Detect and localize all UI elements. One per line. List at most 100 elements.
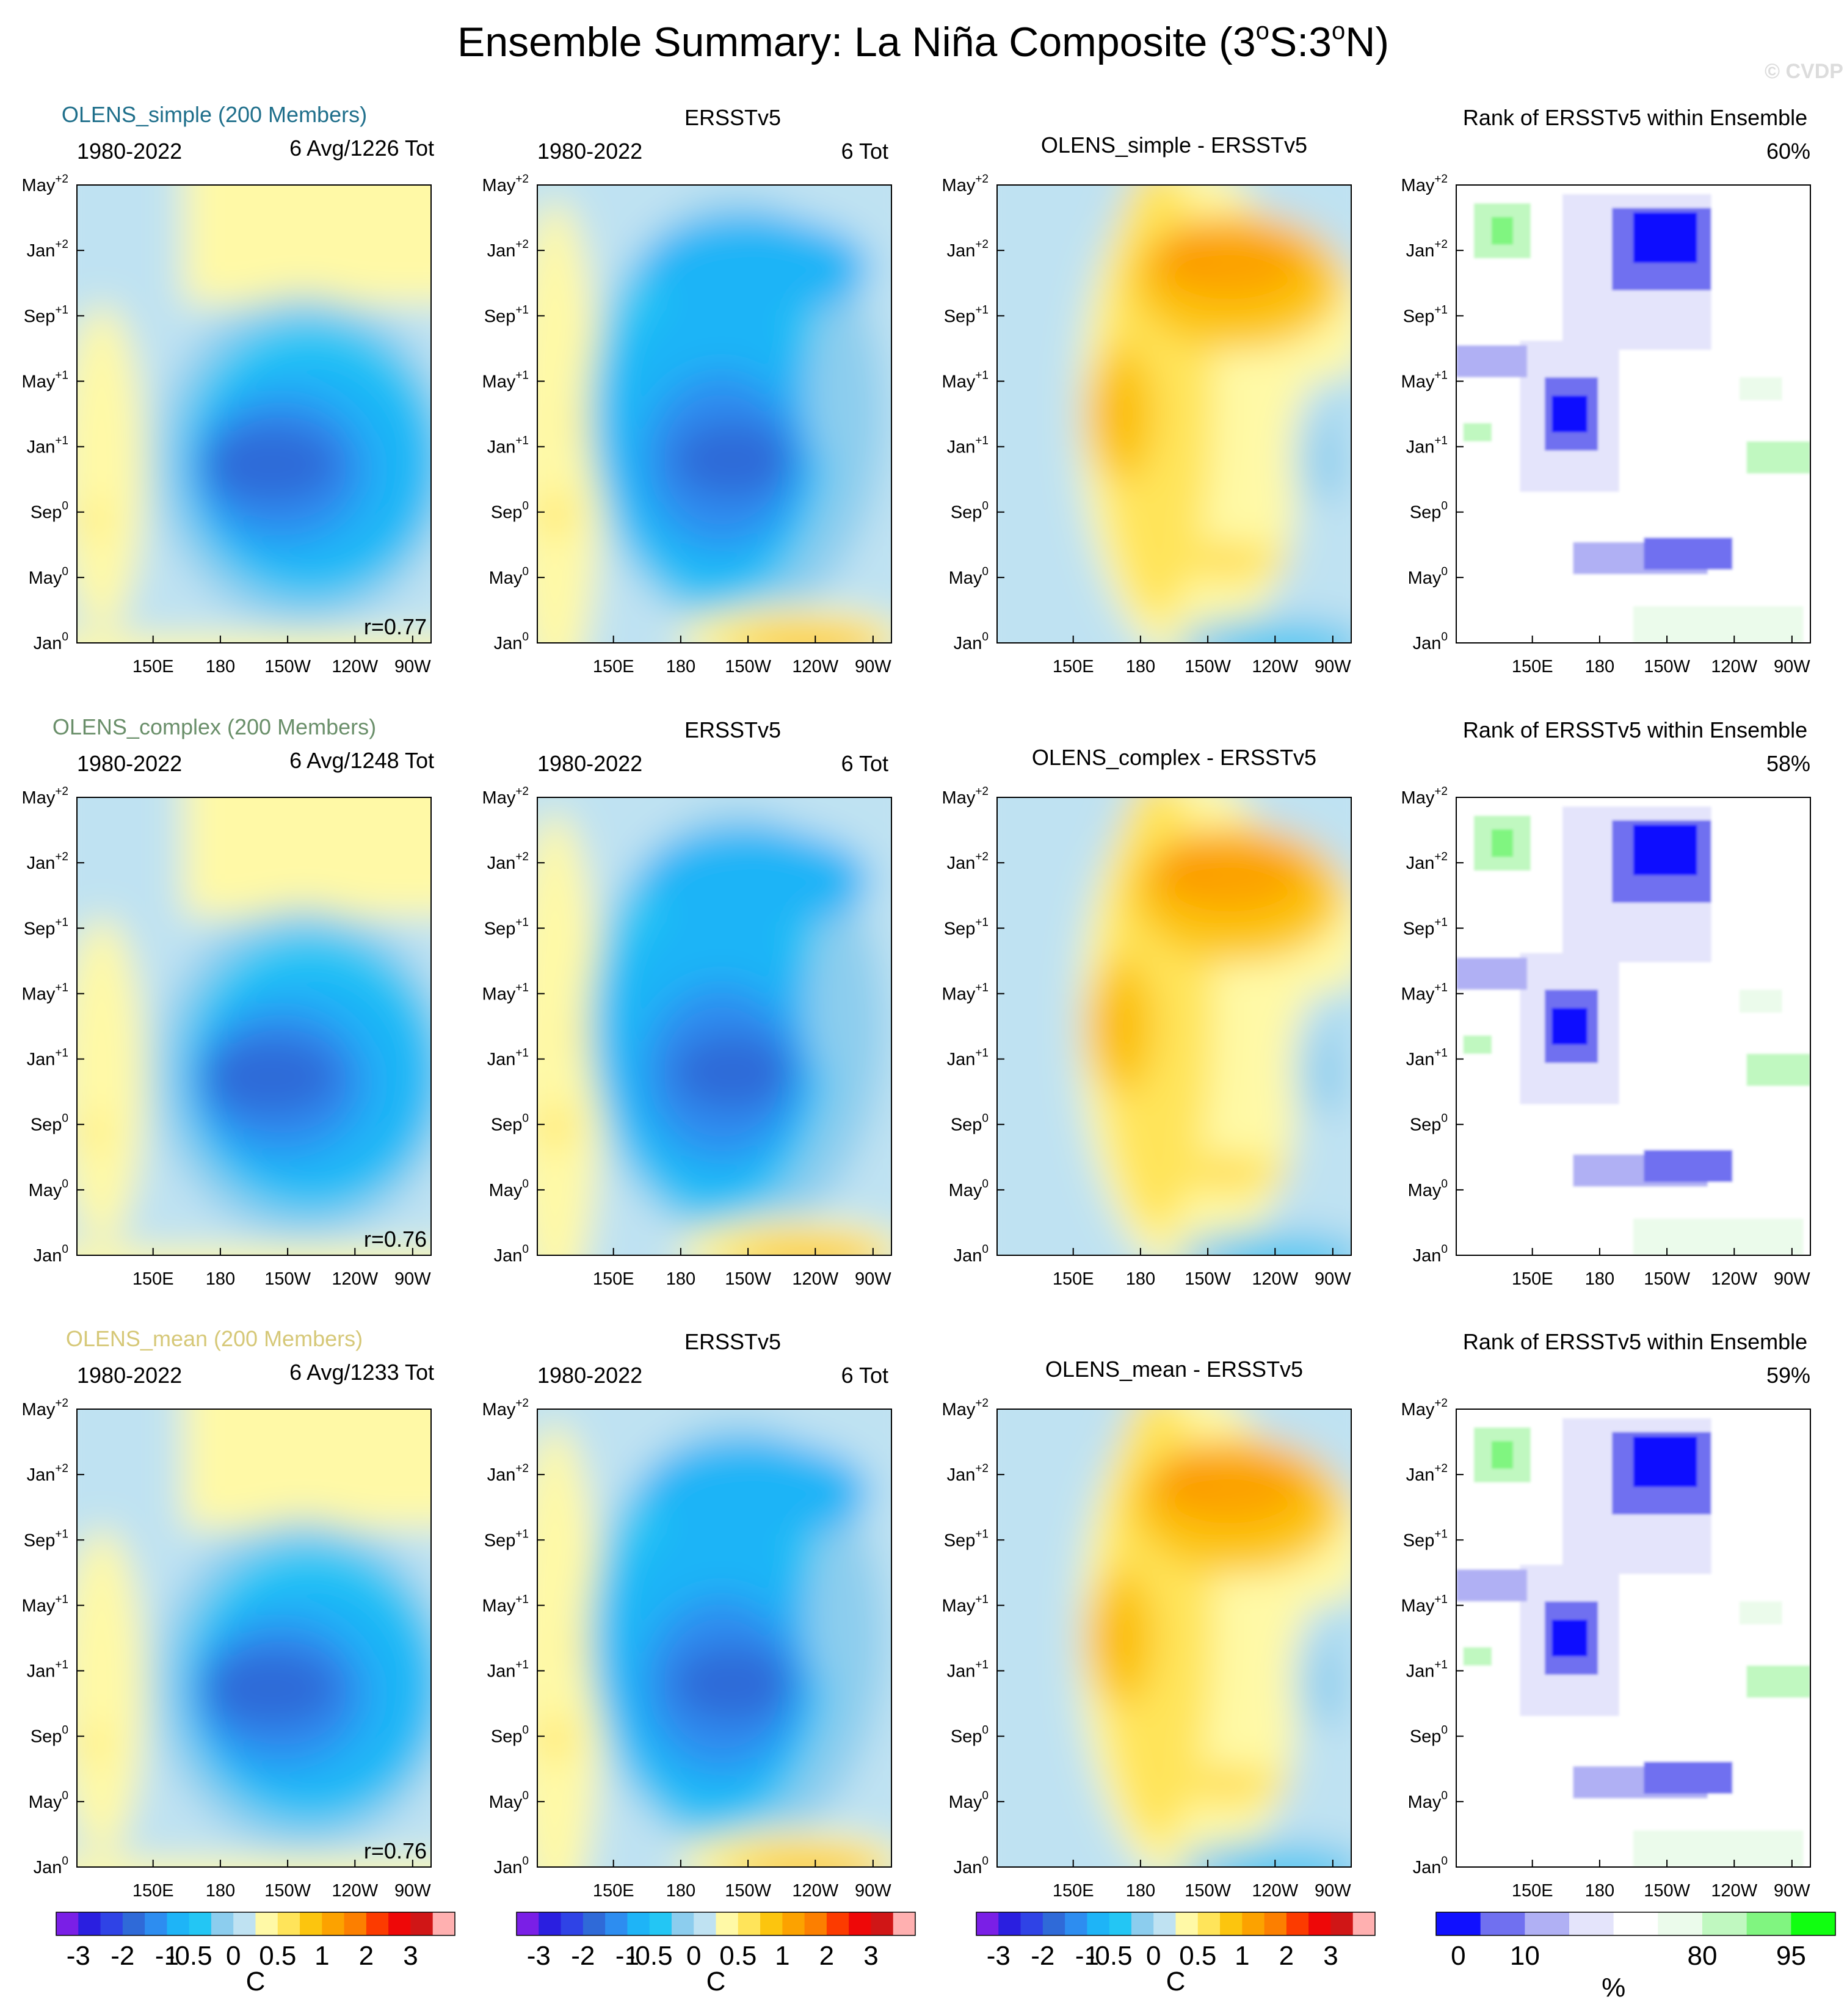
- y-tick-month: May: [482, 788, 516, 808]
- y-tick-month: Sep: [484, 306, 516, 326]
- plot-area: [537, 1409, 891, 1867]
- y-tick-year: +1: [975, 916, 989, 929]
- y-tick-year: +2: [975, 1397, 989, 1410]
- field-warm-top: [183, 797, 431, 916]
- y-tick-year: 0: [62, 1112, 68, 1125]
- y-tick-label: May0: [489, 1178, 529, 1200]
- field-contours: [537, 797, 891, 1255]
- field-cool-bottom-2: [1229, 636, 1346, 643]
- rank-high-5: [1740, 1601, 1782, 1625]
- plot-area: [997, 185, 1351, 643]
- y-tick-year: +1: [1434, 1593, 1448, 1606]
- rank-high-2: [1492, 829, 1513, 857]
- colorbar-swatch: [1286, 1912, 1309, 1935]
- panel-model-row2: 150E 180 150W 120W 90WJan0May0Sep0Jan+1May+1…: [22, 714, 434, 1289]
- colorbar-swatch: [100, 1912, 123, 1935]
- plot-area: [997, 1409, 1351, 1867]
- y-tick-year: +1: [515, 435, 529, 448]
- colorbar-frame: [1435, 1912, 1836, 1936]
- x-tick-label: 180: [666, 657, 695, 676]
- y-tick-month: Jan: [1406, 1050, 1435, 1070]
- y-tick-month: Jan: [34, 1858, 62, 1877]
- y-tick-label: Jan0: [1413, 631, 1448, 653]
- y-tick-label: May0: [29, 1789, 68, 1812]
- colorbar-label: -1: [615, 1941, 639, 1971]
- x-tick-label: 180: [666, 1881, 695, 1901]
- y-tick-label: Sep+1: [944, 303, 989, 326]
- y-tick-year: 0: [1441, 1724, 1448, 1737]
- y-tick-label: Sep+1: [24, 303, 68, 326]
- colorbar-swatch: [1308, 1912, 1331, 1935]
- y-tick-label: May0: [1408, 565, 1448, 588]
- y-tick-label: Jan+1: [487, 1047, 529, 1070]
- obs-count: 6 Tot: [841, 1363, 888, 1388]
- field-cool-east-2: [1308, 1638, 1344, 1730]
- x-tick-label: 150E: [132, 1881, 174, 1901]
- y-tick-year: +1: [515, 981, 529, 994]
- plot-frame: [537, 184, 892, 644]
- rank-title: Rank of ERSSTv5 within Ensemble: [1463, 105, 1807, 130]
- y-tick-label: May+2: [1401, 1397, 1448, 1420]
- x-tick-label: 120W: [332, 1269, 378, 1289]
- y-tick-label: Jan0: [954, 1243, 989, 1266]
- y-tick-month: May: [22, 176, 56, 195]
- colorbar-label: -1: [1075, 1941, 1099, 1971]
- y-tick-label: Jan+1: [27, 1659, 68, 1681]
- y-tick-label: Sep+1: [1403, 916, 1448, 938]
- y-tick-label: May+1: [482, 369, 529, 391]
- y-tick-year: +2: [1434, 785, 1448, 798]
- y-tick-year: 0: [1441, 1243, 1448, 1256]
- field-warm-bottom: [77, 1248, 431, 1255]
- y-tick-label: May+1: [1401, 981, 1448, 1004]
- y-tick-month: Jan: [1413, 634, 1442, 653]
- rank-min-1: [1633, 1437, 1697, 1487]
- y-tick-year: +2: [55, 173, 68, 186]
- x-tick-label: 150E: [593, 657, 634, 676]
- y-tick-label: May0: [489, 565, 529, 588]
- y-tick-label: Sep+1: [484, 1528, 529, 1550]
- colorbar-label: 0.5: [719, 1941, 757, 1971]
- y-tick-label: Sep0: [951, 1112, 989, 1135]
- colorbar-label: 95: [1776, 1941, 1806, 1971]
- x-tick-label: 90W: [1774, 657, 1810, 676]
- y-tick-label: May+2: [482, 173, 529, 195]
- field-contours: [537, 1409, 891, 1867]
- y-tick-label: May+2: [942, 173, 989, 195]
- y-tick-year: +1: [975, 1593, 989, 1606]
- y-tick-label: Jan+2: [487, 1462, 529, 1485]
- y-tick-year: +2: [515, 238, 529, 251]
- y-tick-year: 0: [982, 1112, 989, 1125]
- y-tick-year: +2: [515, 173, 529, 186]
- y-tick-month: Sep: [1403, 306, 1435, 326]
- colorbar-swatch: [1791, 1912, 1836, 1935]
- colorbar-swatch: [1131, 1912, 1154, 1935]
- rank-min-1: [1633, 825, 1697, 876]
- field-warm-8: [1103, 400, 1125, 428]
- y-tick-year: +1: [55, 435, 68, 448]
- colorbar-swatch: [1613, 1912, 1658, 1935]
- obs-period: 1980-2022: [537, 139, 642, 164]
- x-tick-label: 120W: [1252, 657, 1298, 676]
- field-layer: [537, 1409, 891, 1867]
- field-warm-7: [1181, 1468, 1203, 1487]
- colorbar-swatch: [1702, 1912, 1747, 1935]
- y-tick-year: +1: [515, 1528, 529, 1540]
- y-tick-year: 0: [1441, 1789, 1448, 1802]
- colorbar-unit: C: [706, 1967, 726, 1996]
- y-tick-month: Jan: [494, 1858, 523, 1877]
- y-tick-label: Jan+2: [27, 1462, 68, 1485]
- y-tick-label: Sep+1: [24, 916, 68, 938]
- field-layer: [77, 185, 431, 643]
- rank-high-3: [1633, 1219, 1804, 1255]
- field-layer: [77, 1409, 431, 1867]
- x-tick-label: 120W: [1252, 1269, 1298, 1289]
- field-layer: [997, 797, 1351, 1255]
- y-tick-year: +2: [55, 1462, 68, 1475]
- field-contours: [537, 185, 891, 643]
- plot-frame: [76, 184, 432, 644]
- difference-title: OLENS_complex - ERSSTv5: [1032, 745, 1316, 770]
- x-tick-label: 90W: [855, 1881, 891, 1901]
- y-tick-month: May: [1408, 1181, 1442, 1200]
- colorbar-swatch: [233, 1912, 256, 1935]
- y-tick-month: May: [482, 984, 516, 1004]
